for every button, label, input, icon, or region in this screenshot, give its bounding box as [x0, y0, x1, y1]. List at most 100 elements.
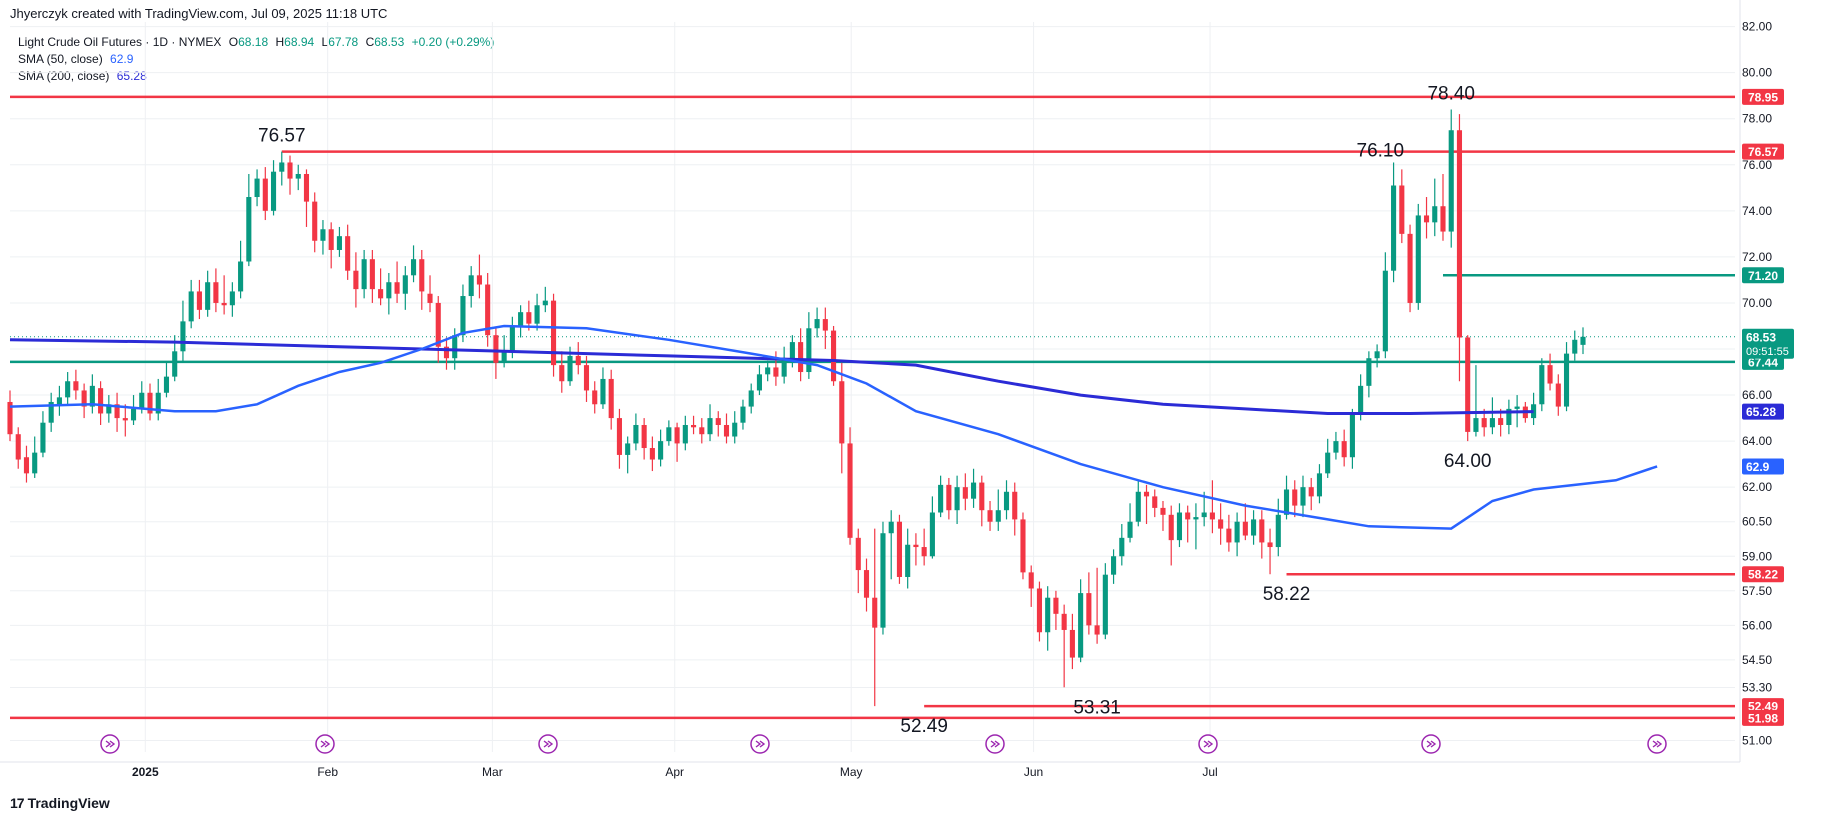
- candle[interactable]: [1275, 498, 1281, 557]
- candle[interactable]: [1143, 484, 1150, 525]
- candle[interactable]: [1448, 109, 1454, 248]
- tradingview-logo[interactable]: 17 TradingView: [10, 795, 110, 811]
- candle[interactable]: [806, 312, 812, 379]
- legend-sma50-row[interactable]: SMA (50, close) 62.9: [18, 51, 494, 68]
- candle[interactable]: [616, 408, 622, 469]
- candle[interactable]: [1382, 252, 1388, 359]
- candle[interactable]: [1349, 408, 1355, 469]
- candle[interactable]: [756, 365, 762, 396]
- candle[interactable]: [73, 369, 79, 400]
- candle[interactable]: [56, 385, 62, 416]
- candle[interactable]: [995, 489, 1001, 531]
- candle[interactable]: [1251, 510, 1257, 545]
- candle[interactable]: [863, 558, 870, 612]
- event-marker-icon[interactable]: [315, 734, 335, 754]
- candle[interactable]: [1456, 114, 1463, 382]
- candle[interactable]: [608, 369, 614, 430]
- candle[interactable]: [600, 367, 606, 409]
- candle[interactable]: [345, 224, 351, 280]
- candle[interactable]: [814, 307, 820, 338]
- candle[interactable]: [971, 468, 977, 508]
- candle[interactable]: [1036, 581, 1043, 642]
- candle[interactable]: [15, 427, 21, 469]
- candle[interactable]: [798, 328, 804, 382]
- candle[interactable]: [65, 372, 71, 405]
- candle[interactable]: [1432, 178, 1438, 237]
- candle[interactable]: [32, 436, 38, 478]
- candle[interactable]: [1259, 510, 1265, 559]
- candle[interactable]: [1300, 475, 1306, 518]
- candle[interactable]: [48, 392, 54, 432]
- candle[interactable]: [1333, 431, 1339, 460]
- candle[interactable]: [386, 273, 392, 315]
- candle[interactable]: [748, 383, 754, 414]
- candle[interactable]: [1094, 567, 1100, 644]
- candle[interactable]: [155, 378, 161, 421]
- candle[interactable]: [822, 307, 828, 350]
- candle[interactable]: [1563, 342, 1570, 412]
- candle[interactable]: [740, 399, 746, 430]
- candle[interactable]: [1242, 503, 1248, 541]
- candle[interactable]: [1465, 335, 1471, 442]
- candle[interactable]: [682, 415, 688, 451]
- candle[interactable]: [262, 167, 268, 221]
- candle[interactable]: [369, 249, 375, 303]
- candle[interactable]: [1580, 327, 1586, 355]
- candle[interactable]: [1135, 480, 1141, 527]
- candle[interactable]: [1506, 399, 1512, 435]
- candle[interactable]: [427, 275, 433, 313]
- candle[interactable]: [1176, 503, 1183, 548]
- candle[interactable]: [163, 362, 170, 398]
- candle[interactable]: [196, 279, 202, 320]
- candle[interactable]: [147, 383, 153, 421]
- candle[interactable]: [1045, 586, 1051, 651]
- candle[interactable]: [320, 220, 326, 255]
- candle[interactable]: [542, 286, 548, 313]
- candle[interactable]: [1185, 505, 1191, 543]
- candle[interactable]: [781, 346, 787, 384]
- candle[interactable]: [7, 390, 13, 442]
- candle[interactable]: [765, 360, 771, 382]
- candle[interactable]: [550, 293, 557, 377]
- candle[interactable]: [229, 282, 235, 317]
- candle[interactable]: [295, 164, 301, 191]
- event-marker-icon[interactable]: [1647, 734, 1667, 754]
- candle[interactable]: [1267, 528, 1273, 575]
- candle[interactable]: [518, 305, 524, 338]
- candle[interactable]: [378, 268, 384, 306]
- candle[interactable]: [921, 528, 927, 566]
- candle[interactable]: [114, 392, 120, 432]
- candle[interactable]: [946, 477, 952, 520]
- candle[interactable]: [106, 395, 112, 423]
- legend-symbol-row[interactable]: Light Crude Oil Futures · 1D · NYMEX O68…: [18, 34, 494, 51]
- candle[interactable]: [913, 533, 919, 566]
- candle[interactable]: [674, 422, 680, 462]
- candle[interactable]: [23, 445, 30, 483]
- candle[interactable]: [303, 169, 310, 227]
- candle[interactable]: [89, 374, 95, 414]
- candle[interactable]: [81, 383, 87, 419]
- candle[interactable]: [468, 266, 474, 308]
- candle[interactable]: [476, 254, 482, 299]
- candle[interactable]: [419, 249, 425, 310]
- candle[interactable]: [1391, 162, 1397, 283]
- candle[interactable]: [1086, 572, 1092, 635]
- candle[interactable]: [1127, 503, 1133, 543]
- candle[interactable]: [1555, 374, 1561, 416]
- candle[interactable]: [1489, 397, 1495, 435]
- candle[interactable]: [1473, 365, 1479, 437]
- candle[interactable]: [1407, 224, 1413, 313]
- event-marker-icon[interactable]: [750, 734, 770, 754]
- event-marker-icon[interactable]: [1421, 734, 1441, 754]
- candle[interactable]: [40, 411, 46, 458]
- candle[interactable]: [658, 429, 664, 467]
- candle[interactable]: [1102, 563, 1108, 640]
- candle[interactable]: [691, 415, 697, 435]
- candle[interactable]: [831, 325, 837, 386]
- candle[interactable]: [1226, 514, 1232, 552]
- candle[interactable]: [1531, 392, 1537, 425]
- candle[interactable]: [707, 404, 713, 442]
- candle[interactable]: [1440, 173, 1446, 241]
- candle[interactable]: [699, 418, 705, 444]
